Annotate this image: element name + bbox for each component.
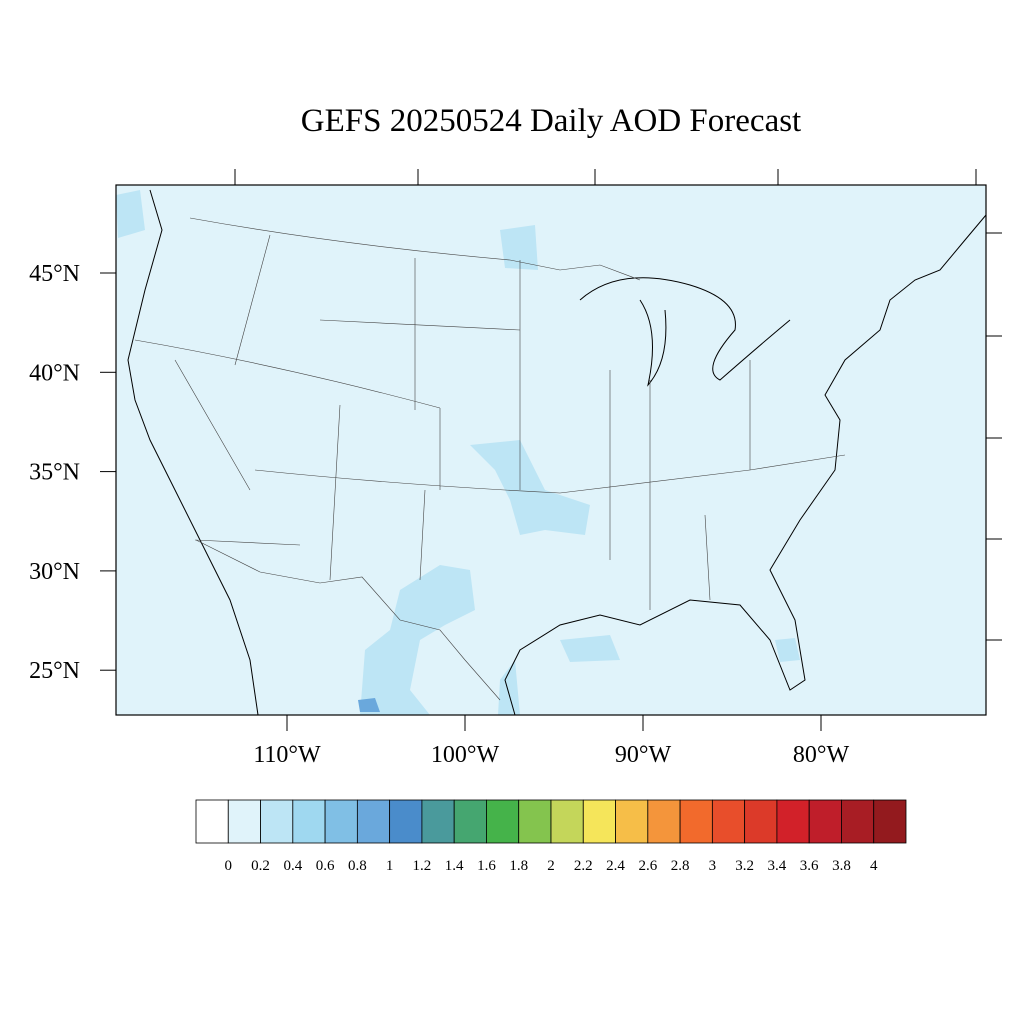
colorbar-box (711, 799, 746, 844)
borders (134, 217, 846, 701)
coastlines (127, 189, 987, 716)
coastline (127, 189, 259, 716)
colorbar-box (260, 799, 294, 844)
aod-blob (500, 225, 538, 270)
axis-labels: 45°N 40°N 35°N 30°N 25°N 110°W 100°W 90°W 80°W (29, 261, 849, 768)
aod-blob (498, 660, 520, 715)
colorbar-label: 3.2 (735, 858, 754, 874)
aod-blob (358, 698, 380, 712)
colorbar-label: 4 (870, 858, 878, 874)
colorbar-label: 1 (386, 858, 394, 874)
colorbar-label: 3 (709, 858, 717, 874)
colorbar: 0 0.2 0.4 0.6 0.8 1 1.2 1.4 1.6 1.8 2 2.2 2.4 2.6 2.8 3… (195, 799, 907, 874)
aod-blob (560, 635, 620, 662)
lon-label: 100°W (431, 742, 500, 768)
frame-ticks (234, 169, 1002, 641)
colorbar-label: 2.6 (638, 858, 657, 874)
lat-label: 35°N (29, 460, 80, 486)
map-panel (115, 169, 1002, 716)
colorbar-label: 2.4 (606, 858, 625, 874)
colorbar-label: 3.6 (800, 858, 819, 874)
aod-blob (470, 440, 590, 535)
lat-label: 40°N (29, 360, 80, 386)
colorbar-box (744, 799, 778, 844)
colorbar-box (227, 799, 261, 844)
colorbar-box (292, 799, 326, 844)
aod-blob (775, 638, 800, 662)
colorbar-box (873, 799, 907, 844)
colorbar-box (486, 799, 520, 844)
colorbar-label: 1.8 (509, 858, 528, 874)
colorbar-label: 1.4 (445, 858, 464, 874)
colorbar-box (195, 799, 229, 844)
colorbar-label: 0.4 (283, 858, 302, 874)
colorbar-box (453, 799, 487, 844)
state-line (134, 234, 846, 610)
border (195, 539, 501, 701)
colorbar-box (324, 799, 358, 844)
colorbar-label: 0.6 (316, 858, 335, 874)
colorbar-label: 0 (225, 858, 233, 874)
colorbar-box (389, 799, 423, 844)
colorbar-box (356, 799, 391, 844)
colorbar-box (776, 799, 810, 844)
lat-label: 25°N (29, 658, 80, 684)
lat-label: 45°N (29, 261, 80, 287)
border (189, 217, 641, 281)
colorbar-label: 2.2 (574, 858, 593, 874)
map-frame (115, 184, 987, 716)
aod-blob (360, 565, 475, 715)
colorbar-box (421, 799, 455, 844)
colorbar-box (841, 799, 875, 844)
title: GEFS 20250524 Daily AOD Forecast (301, 103, 801, 139)
aod-blob (116, 190, 145, 238)
colorbar-label: 0.2 (251, 858, 270, 874)
colorbar-label: 1.6 (477, 858, 496, 874)
lon-label: 110°W (253, 742, 321, 768)
colorbar-box (615, 799, 649, 844)
colorbar-label: 3.4 (768, 858, 787, 874)
colorbar-box (808, 799, 842, 844)
colorbar-label: 3.8 (832, 858, 851, 874)
colorbar-box (647, 799, 681, 844)
aod-blobs (116, 190, 800, 715)
coastline (504, 214, 987, 716)
great-lakes (639, 299, 667, 387)
lat-label: 30°N (29, 559, 80, 585)
colorbar-label: 2 (547, 858, 555, 874)
colorbar-box (582, 799, 616, 844)
colorbar-label: 0.8 (348, 858, 367, 874)
great-lakes (579, 277, 791, 381)
colorbar-box (550, 799, 584, 844)
colorbar-box (679, 799, 713, 844)
lon-label: 80°W (793, 742, 850, 768)
colorbar-label: 2.8 (671, 858, 690, 874)
colorbar-box (518, 799, 552, 844)
lon-label: 90°W (615, 742, 672, 768)
map-background (116, 185, 986, 715)
colorbar-label: 1.2 (413, 858, 432, 874)
